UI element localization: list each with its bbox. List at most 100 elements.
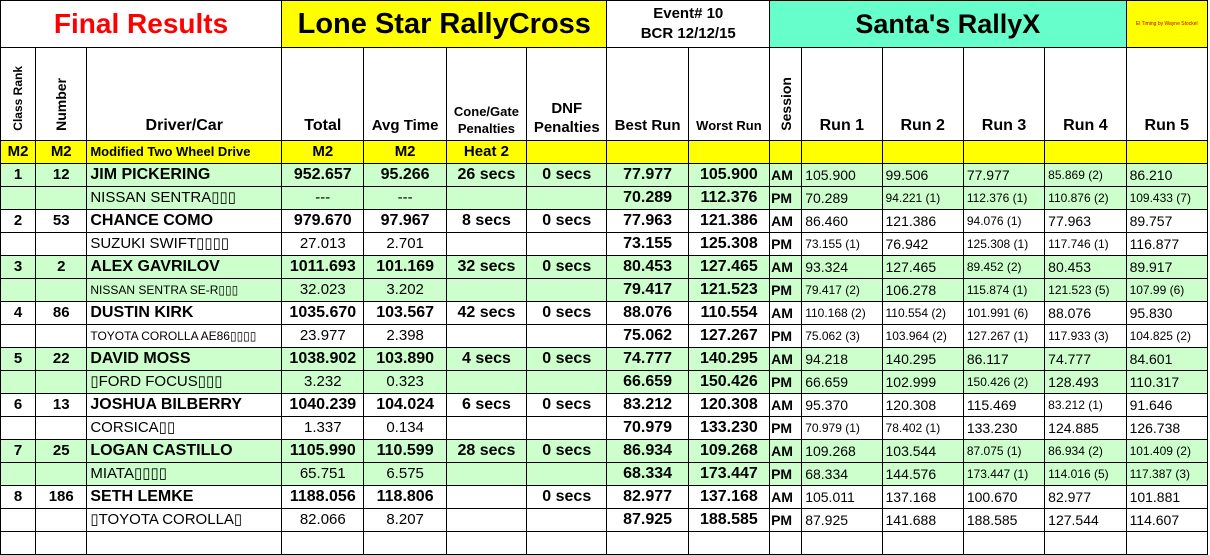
run-time: 121.386 (881, 209, 964, 233)
total-time: 1188.056 (281, 485, 365, 509)
run-time: 85.869 (2) (1044, 163, 1127, 187)
session-label: AM (769, 485, 803, 509)
run-time: 140.295 (881, 347, 964, 371)
run-time: 102.999 (881, 370, 964, 394)
class-rank: 7 (0, 439, 37, 463)
session-label: AM (769, 347, 803, 371)
car-row: MIATA▯▯▯▯ 65.751 6.575 68.334 173.447 PM 68.33… (0, 462, 1209, 486)
run-time: 105.900 (801, 163, 883, 187)
class-number-cell: M2 (35, 140, 88, 164)
run-time: 70.979 (1) (801, 416, 883, 440)
cone-penalties: 42 secs (445, 301, 528, 325)
car-number: 25 (35, 439, 88, 463)
col-driver-car: Driver/Car (86, 47, 283, 141)
class-rank: 4 (0, 301, 37, 325)
dnf-penalties: 0 secs (526, 347, 608, 371)
worst-run: 127.465 (687, 255, 771, 279)
worst-run: 127.267 (687, 324, 771, 348)
class-rank: 2 (0, 209, 37, 233)
run-time: 89.757 (1125, 209, 1209, 233)
best-run: 77.963 (606, 209, 689, 233)
run-time: 117.746 (1) (1044, 232, 1127, 256)
avg-time: 101.169 (363, 255, 447, 279)
run-time: 105.011 (801, 485, 883, 509)
driver-row: 2 53 CHANCE COMO 979.670 97.967 8 secs 0 secs 7… (0, 209, 1209, 233)
event-date: BCR 12/12/15 (640, 25, 736, 42)
run-time: 104.825 (2) (1125, 324, 1209, 348)
run-time: 188.585 (962, 508, 1046, 532)
run-time: 127.544 (1044, 508, 1127, 532)
diff-avg: 0.323 (363, 370, 447, 394)
best-run: 73.155 (606, 232, 689, 256)
dnf-penalties: 0 secs (526, 485, 608, 509)
empty-row (0, 531, 1209, 555)
diff-total: 3.232 (281, 370, 365, 394)
dnf-penalties: 0 secs (526, 439, 608, 463)
driver-row: 4 86 DUSTIN KIRK 1035.670 103.567 42 secs 0 se… (0, 301, 1209, 325)
avg-time: 103.890 (363, 347, 447, 371)
driver-row: 3 2 ALEX GAVRILOV 1011.693 101.169 32 secs 0 s… (0, 255, 1209, 279)
car-row: ▯TOYOTA COROLLA▯ 82.066 8.207 87.925 188.585… (0, 508, 1209, 532)
session-label: AM (769, 209, 803, 233)
run-time: 76.942 (881, 232, 964, 256)
total-time: 1038.902 (281, 347, 365, 371)
driver-row: 6 13 JOSHUA BILBERRY 1040.239 104.024 6 secs 0… (0, 393, 1209, 417)
col-run5: Run 5 (1125, 47, 1209, 141)
timing-credit: El Timing by Wayne Stockel (1125, 0, 1209, 48)
col-cone-gate-1: Cone/Gate (453, 104, 519, 119)
diff-avg: 3.202 (363, 278, 447, 302)
run-time: 114.607 (1125, 508, 1209, 532)
class-rank: 1 (0, 163, 37, 187)
run-time: 87.925 (801, 508, 883, 532)
total-time: 1035.670 (281, 301, 365, 325)
car-model: MIATA▯▯▯▯ (86, 462, 283, 486)
col-cone-gate-2: Penalties (457, 121, 515, 136)
col-best-run: Best Run (606, 47, 689, 141)
avg-time: 103.567 (363, 301, 447, 325)
avg-time: 97.967 (363, 209, 447, 233)
session-label: PM (769, 508, 803, 532)
run-time: 112.376 (1) (962, 186, 1046, 210)
dnf-penalties: 0 secs (526, 255, 608, 279)
cone-penalties: 4 secs (445, 347, 528, 371)
dnf-penalties: 0 secs (526, 301, 608, 325)
run-time: 126.738 (1125, 416, 1209, 440)
best-run: 74.777 (606, 347, 689, 371)
session-label: AM (769, 393, 803, 417)
best-run: 66.659 (606, 370, 689, 394)
dnf-penalties: 0 secs (526, 209, 608, 233)
run-time: 109.268 (801, 439, 883, 463)
car-number: 186 (35, 485, 88, 509)
col-dnf-1: DNF (551, 100, 583, 117)
total-time: 952.657 (281, 163, 365, 187)
best-run: 70.289 (606, 186, 689, 210)
session-label: PM (769, 278, 803, 302)
col-run1: Run 1 (801, 47, 883, 141)
best-run: 88.076 (606, 301, 689, 325)
diff-avg: 2.701 (363, 232, 447, 256)
run-time: 110.876 (2) (1044, 186, 1127, 210)
worst-run: 133.230 (687, 416, 771, 440)
run-time: 121.523 (5) (1044, 278, 1127, 302)
worst-run: 110.554 (687, 301, 771, 325)
col-run3: Run 3 (962, 47, 1046, 141)
session-label: PM (769, 416, 803, 440)
run-time: 86.934 (2) (1044, 439, 1127, 463)
driver-row: 1 12 JIM PICKERING 952.657 95.266 26 secs 0 se… (0, 163, 1209, 187)
diff-avg: 2.398 (363, 324, 447, 348)
col-run4: Run 4 (1044, 47, 1127, 141)
run-time: 115.469 (962, 393, 1046, 417)
run-time: 84.601 (1125, 347, 1209, 371)
total-time: 979.670 (281, 209, 365, 233)
worst-run: 105.900 (687, 163, 771, 187)
run-time: 94.218 (801, 347, 883, 371)
class-row: M2 M2 Modified Two Wheel Drive M2 M2 Hea… (0, 140, 1209, 164)
total-time: 1105.990 (281, 439, 365, 463)
avg-time: 118.806 (363, 485, 447, 509)
diff-total: 23.977 (281, 324, 365, 348)
total-time: 1040.239 (281, 393, 365, 417)
car-row: NISSAN SENTRA SE-R▯▯▯ 32.023 3.202 79.417 12… (0, 278, 1209, 302)
col-cone-gate: Cone/Gate Penalties (445, 47, 528, 141)
title-row: Final Results Lone Star RallyCross Event… (0, 0, 1209, 48)
